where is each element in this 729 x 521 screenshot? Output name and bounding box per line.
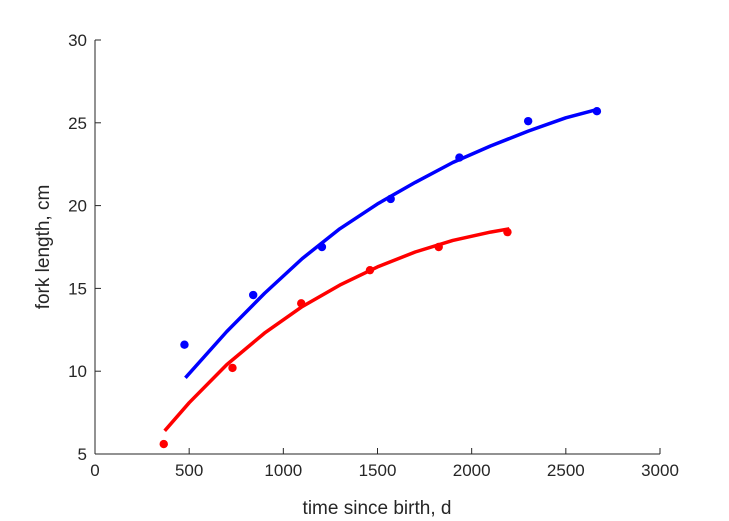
y-tick-label: 30 xyxy=(68,31,87,50)
x-tick-label: 3000 xyxy=(641,461,679,480)
data-point xyxy=(503,227,512,237)
y-ticks: 5 10 15 20 25 30 xyxy=(68,31,101,464)
y-tick-label: 5 xyxy=(78,445,87,464)
y-tick-label: 15 xyxy=(68,279,87,298)
data-point xyxy=(249,290,258,300)
data-point xyxy=(180,340,189,349)
fit-curve xyxy=(163,227,510,432)
x-tick-label: 0 xyxy=(90,461,99,480)
y-tick-label: 10 xyxy=(68,362,87,381)
y-tick-label: 20 xyxy=(68,197,87,216)
data-point xyxy=(228,363,237,373)
data-point xyxy=(434,242,443,252)
data-point xyxy=(386,194,395,204)
data-point xyxy=(159,439,168,449)
data-point xyxy=(297,299,306,308)
data-point xyxy=(317,242,327,252)
data-point xyxy=(523,116,533,126)
x-tick-label: 2500 xyxy=(547,461,585,480)
data-point xyxy=(592,107,602,116)
series-layer xyxy=(159,107,602,449)
x-tick-label: 2000 xyxy=(453,461,491,480)
x-tick-label: 500 xyxy=(175,461,203,480)
x-tick-label: 1500 xyxy=(359,461,397,480)
y-axis-label: fork length, cm xyxy=(33,185,54,310)
data-point xyxy=(455,153,464,162)
fit-curve xyxy=(184,107,598,379)
x-axis-label: time since birth, d xyxy=(303,498,452,519)
y-tick-label: 25 xyxy=(68,114,87,133)
x-tick-label: 1000 xyxy=(264,461,302,480)
x-ticks: 0 500 1000 1500 2000 2500 3000 xyxy=(90,448,679,480)
data-point xyxy=(365,265,375,275)
